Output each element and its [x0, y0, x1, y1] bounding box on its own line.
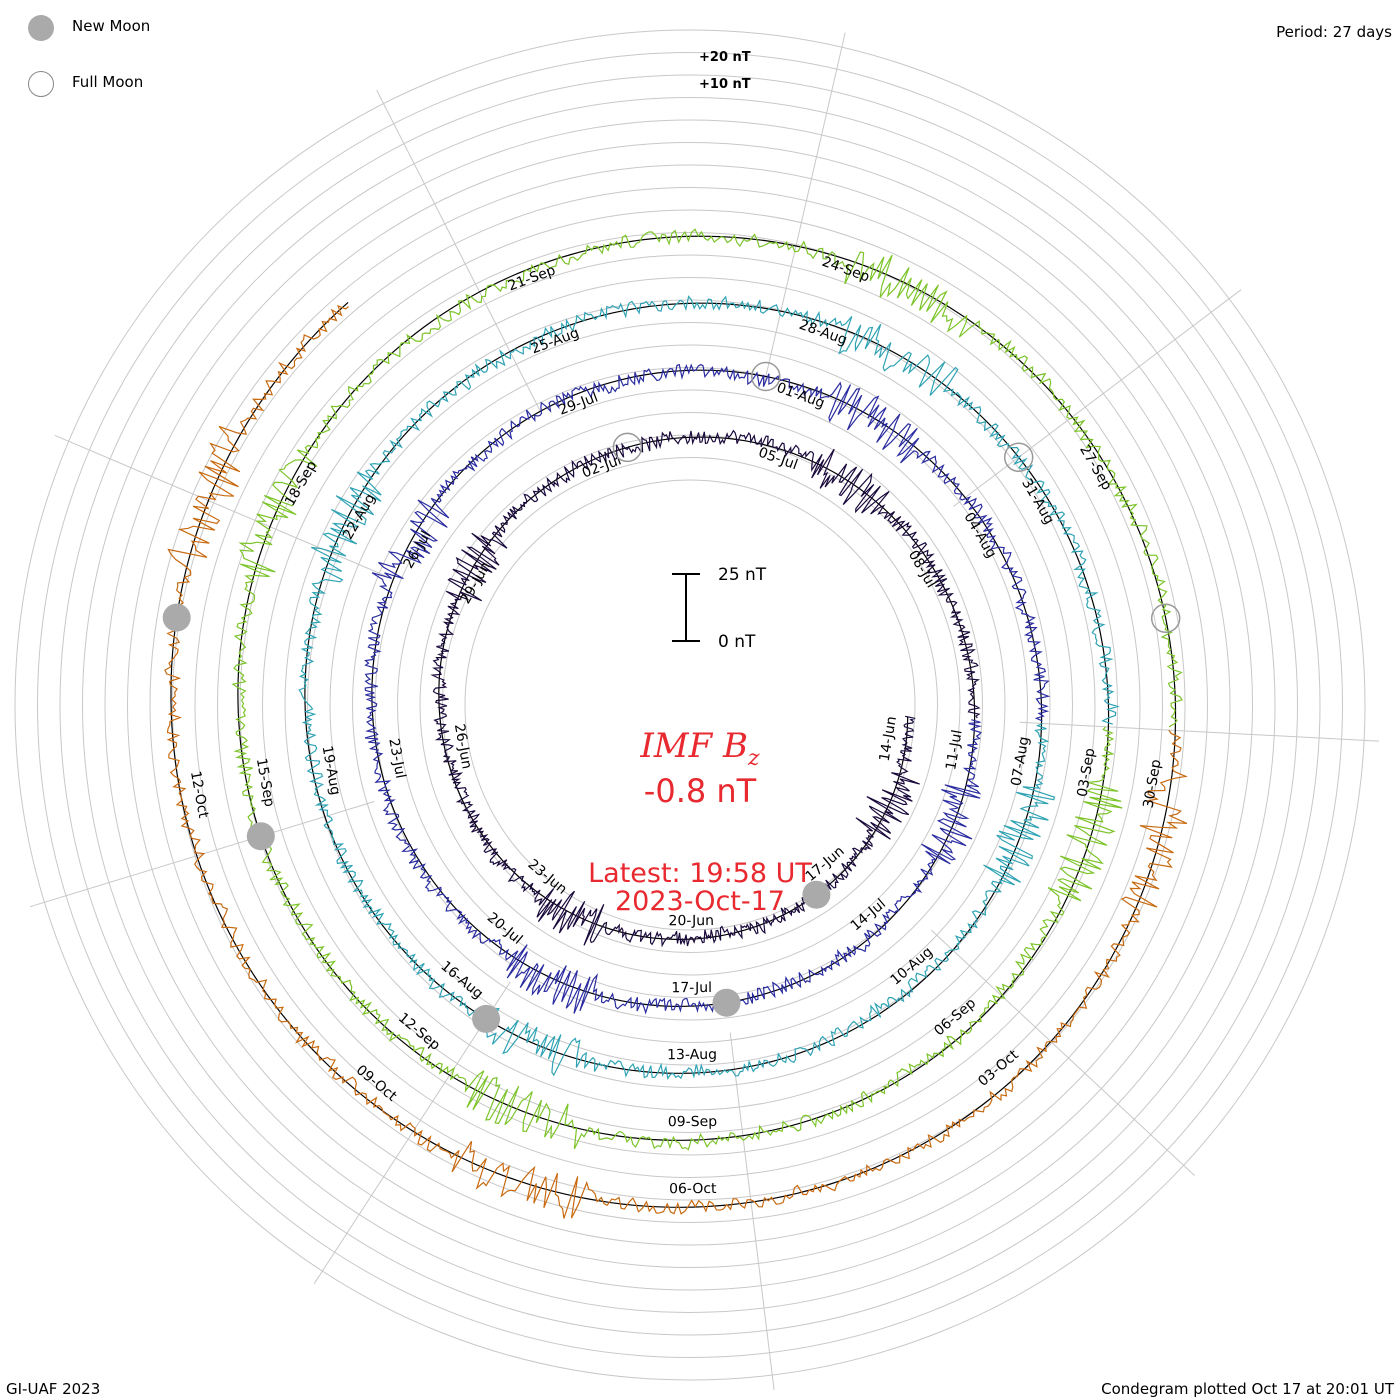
grid-circle: [149, 164, 1231, 1246]
full-moon-marker: [1003, 442, 1034, 473]
grid-spoke: [1019, 721, 1380, 742]
new-moon-marker: [246, 822, 275, 851]
date-label: 20-Jun: [668, 913, 714, 929]
date-label: 26-Jul: [401, 528, 435, 571]
latest-date: 2023-Oct-17: [615, 886, 785, 917]
current-value: -0.8 nT: [643, 772, 757, 810]
date-label: 12-Sep: [395, 1010, 443, 1054]
date-label: 28-Aug: [797, 317, 849, 349]
grid-circle: [14, 29, 1366, 1381]
grid-spoke: [763, 32, 846, 384]
filled-circle-icon: [28, 15, 54, 41]
grid-circle: [464, 479, 916, 931]
grid-spoke: [729, 1032, 775, 1390]
scale-bar-top-label: 25 nT: [718, 565, 767, 585]
full-moon-marker: [612, 432, 643, 463]
ring-scale-labels: +20 nT +10 nT: [699, 50, 751, 92]
ring-scale-label-20: +20 nT: [699, 50, 751, 65]
new-moon-marker: [712, 988, 741, 1017]
date-label: 23-Jul: [385, 737, 408, 780]
grid-circle: [352, 367, 1028, 1043]
ring-scale-label-10: +10 nT: [699, 77, 751, 92]
date-label: 06-Oct: [669, 1181, 717, 1197]
latest-time: Latest: 19:58 UT: [588, 858, 812, 889]
date-label: 17-Jul: [671, 980, 712, 996]
grid-circle: [127, 142, 1253, 1268]
grid-circle: [374, 389, 1006, 1021]
legend-full-moon-label: Full Moon: [72, 73, 144, 91]
plotted-label: Condegram plotted Oct 17 at 20:01 UT: [1101, 1380, 1394, 1398]
quantity-title-sub: z: [748, 745, 760, 771]
date-label: 06-Sep: [931, 995, 979, 1039]
grid-spoke: [953, 289, 1242, 507]
date-label: 11-Jul: [943, 729, 966, 772]
period-label: Period: 27 days: [1276, 23, 1392, 41]
grid-spoke: [930, 929, 1195, 1176]
date-label: 13-Aug: [667, 1047, 717, 1063]
grid-circle: [172, 187, 1208, 1223]
date-label: 27-Sep: [1076, 442, 1115, 493]
new-moon-marker: [802, 880, 831, 909]
new-moon-marker: [472, 1004, 501, 1033]
grid-circle: [329, 344, 1051, 1066]
grid-spoke: [313, 981, 511, 1284]
credit-label: GI-UAF 2023: [6, 1380, 101, 1398]
date-label: 03-Oct: [975, 1047, 1022, 1090]
full-moon-marker: [751, 361, 781, 392]
date-label: 09-Sep: [668, 1114, 717, 1130]
grid-circle: [262, 277, 1118, 1133]
bz-trace-turn-2: [364, 363, 1051, 1015]
quantity-title: IMF Bz: [0, 726, 1400, 771]
moon-markers: [162, 361, 1181, 1033]
bz-trace-turn-3: [298, 295, 1120, 1080]
date-label: 01-Aug: [774, 380, 826, 412]
grid-spoke: [29, 801, 375, 908]
grid-circle: [37, 52, 1343, 1358]
grid-circle: [82, 97, 1298, 1313]
bz-trace-turn-4: [231, 228, 1183, 1151]
grid-circle: [217, 232, 1163, 1178]
grid-circle: [397, 412, 983, 998]
full-moon-marker: [1150, 603, 1181, 634]
grid-circle: [284, 299, 1096, 1111]
date-label: 14-Jun: [877, 715, 900, 763]
new-moon-marker: [162, 603, 191, 632]
hollow-circle-icon: [28, 71, 54, 97]
bz-trace-turn-1: [430, 429, 981, 948]
grid-circle: [307, 322, 1073, 1088]
scale-bar-bottom-label: 0 nT: [718, 632, 756, 652]
grid-circle: [239, 254, 1141, 1156]
quantity-title-main: IMF B: [640, 726, 749, 766]
grid-circle: [104, 119, 1276, 1291]
grid-circle: [59, 74, 1321, 1336]
grid-circle: [194, 209, 1186, 1201]
legend-new-moon-label: New Moon: [72, 17, 151, 35]
scale-bar: 25 nT 0 nT: [672, 565, 767, 652]
bz-trace-turn-5: [164, 304, 1188, 1219]
grid-spoke: [54, 434, 387, 577]
grid-spoke: [376, 89, 541, 412]
bz-trace: [164, 228, 1188, 1219]
